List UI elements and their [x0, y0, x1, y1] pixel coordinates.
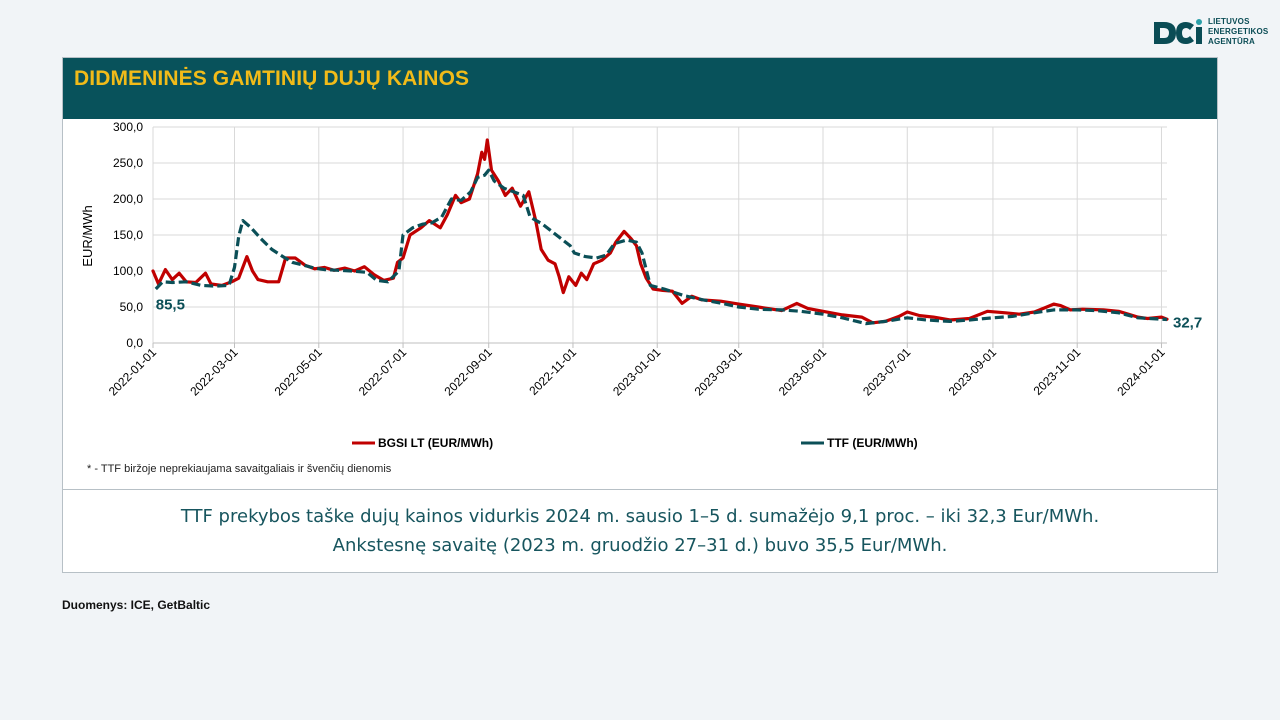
y-tick-label: 250,0 [113, 156, 143, 170]
series-line-bgsi [151, 138, 1169, 325]
x-tick-label: 2024-01-01 [1114, 345, 1168, 399]
x-tick-label: 2023-03-01 [692, 345, 746, 399]
lea-logo-icon [1154, 19, 1202, 44]
logo-line-2: ENERGETIKOS [1208, 27, 1269, 36]
x-tick-label: 2023-11-01 [1031, 345, 1084, 398]
y-tick-label: 100,0 [113, 264, 143, 278]
data-source: Duomenys: ICE, GetBaltic [62, 598, 211, 612]
data-label: 85,5 [156, 296, 185, 313]
y-tick-label: 300,0 [113, 120, 143, 134]
chart-legend: BGSI LT (EUR/MWh) TTF (EUR/MWh) [352, 436, 918, 450]
page-title: DIDMENINĖS GAMTINIŲ DUJŲ KAINOS [74, 67, 470, 90]
y-tick-label: 200,0 [113, 192, 143, 206]
x-tick-label: 2023-07-01 [860, 345, 914, 399]
x-tick-label: 2023-05-01 [776, 345, 830, 399]
y-axis: 0,0 50,0 100,0 150,0 200,0 250,0 300,0 [113, 120, 143, 350]
agency-logo: LIETUVOS ENERGETIKOS AGENTŪRA [1150, 16, 1272, 56]
summary-text: TTF prekybos taške dujų kainos vidurkis … [63, 502, 1217, 560]
chart-annotations: 85,5 32,7 [156, 296, 1202, 331]
data-label: 32,7 [1173, 314, 1202, 331]
divider [63, 489, 1217, 490]
y-tick-label: 0,0 [126, 336, 143, 350]
x-tick-label: 2022-11-01 [526, 345, 579, 398]
legend-label-bgsi: BGSI LT (EUR/MWh) [378, 436, 493, 450]
title-bar: DIDMENINĖS GAMTINIŲ DUJŲ KAINOS [63, 58, 1217, 119]
footnote: * - TTF biržoje neprekiaujama savaitgali… [87, 463, 392, 475]
logo-text: LIETUVOS ENERGETIKOS AGENTŪRA [1208, 17, 1268, 47]
x-tick-label: 2022-05-01 [272, 345, 326, 399]
summary-line-1: TTF prekybos taške dujų kainos vidurkis … [180, 506, 1100, 527]
x-tick-label: 2023-01-01 [610, 345, 664, 399]
legend-label-ttf: TTF (EUR/MWh) [827, 436, 918, 450]
x-tick-label: 2022-07-01 [356, 345, 410, 399]
x-tick-label: 2022-09-01 [442, 345, 496, 399]
x-axis: 2022-01-01 2022-03-01 2022-05-01 2022-07-01… [106, 342, 1168, 399]
price-chart: 0,0 50,0 100,0 150,0 200,0 250,0 300,0 2022-01… [80, 120, 1202, 450]
y-axis-label: EUR/MWh [80, 205, 95, 266]
y-tick-label: 50,0 [120, 300, 144, 314]
y-tick-label: 150,0 [113, 228, 143, 242]
x-tick-label: 2022-03-01 [187, 345, 241, 399]
logo-line-3: AGENTŪRA [1208, 37, 1255, 46]
chart-lines [151, 138, 1169, 326]
series-line-ttf [154, 168, 1168, 326]
content-panel: DIDMENINĖS GAMTINIŲ DUJŲ KAINOS 0,0 50,0 1… [62, 57, 1218, 573]
chart-grid [152, 126, 1167, 344]
x-tick-label: 2023-09-01 [946, 345, 1000, 399]
x-tick-label: 2022-01-01 [106, 345, 160, 399]
summary-line-2: Ankstesnę savaitę (2023 m. gruodžio 27–3… [332, 535, 948, 556]
logo-line-1: LIETUVOS [1208, 17, 1250, 26]
